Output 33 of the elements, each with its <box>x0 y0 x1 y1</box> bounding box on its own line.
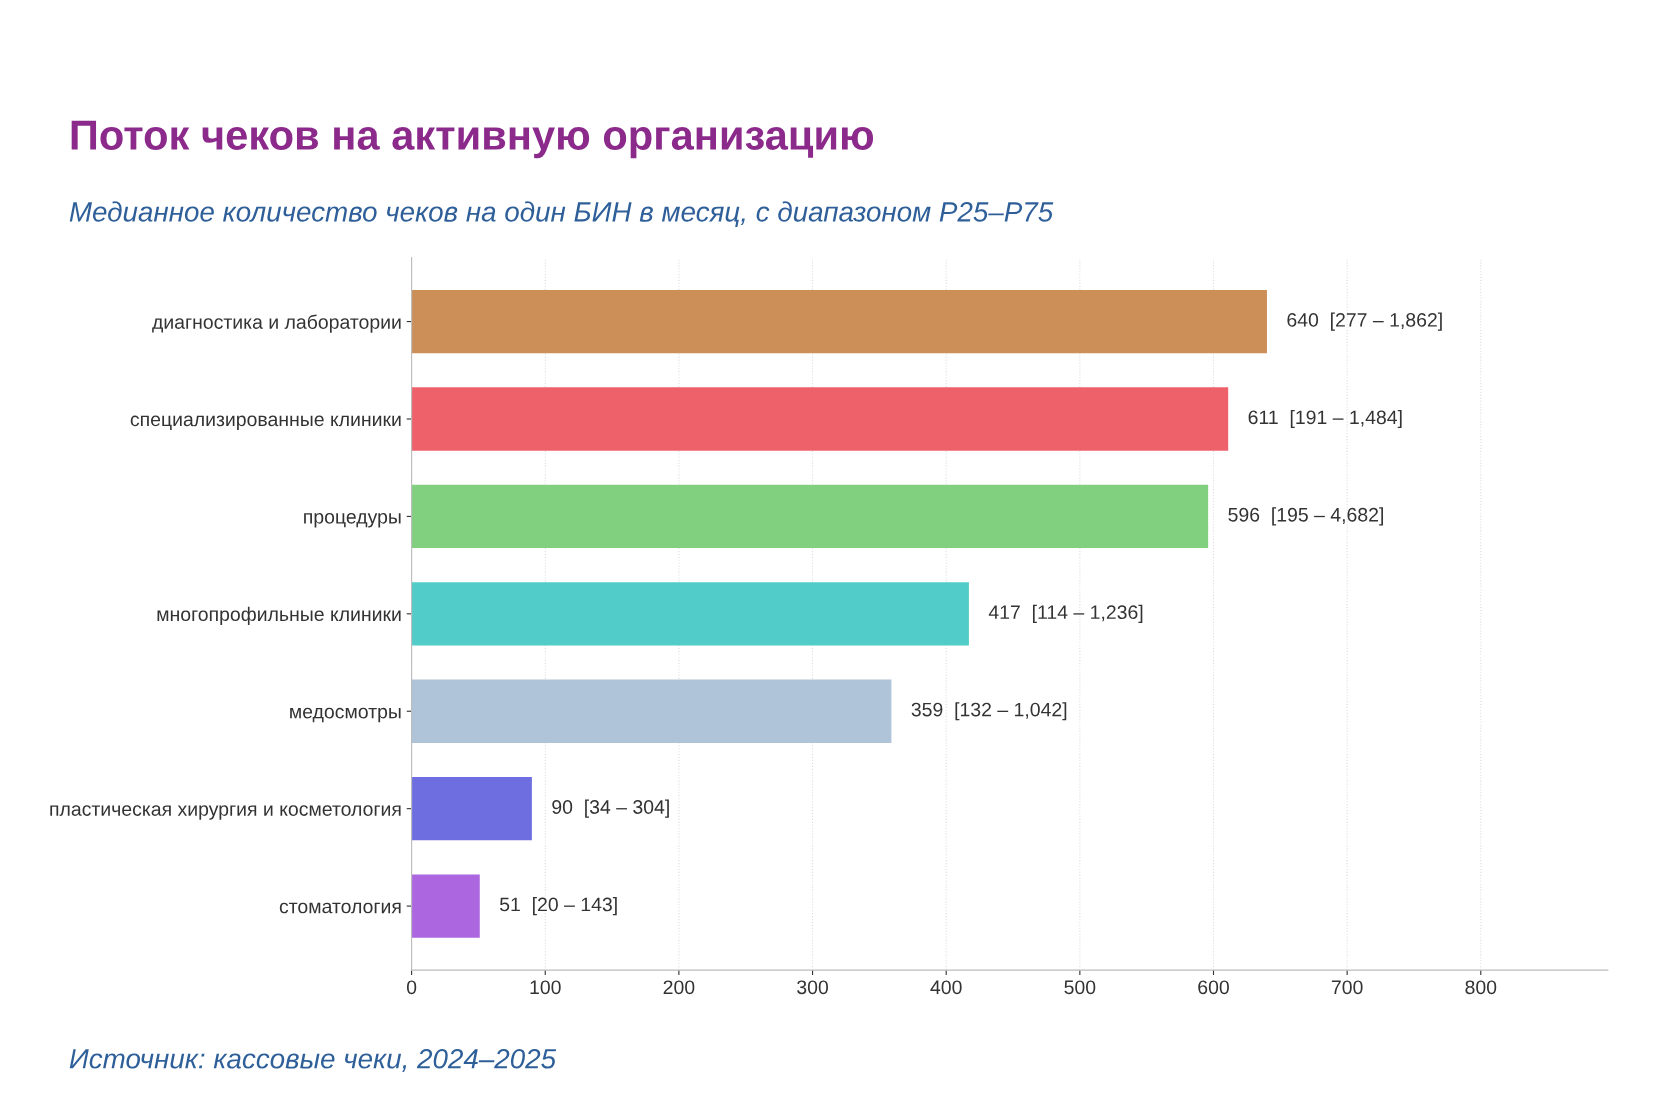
y-tick-label: диагностика и лаборатории <box>152 314 401 333</box>
text: Источник: кассовые чеки, 2024–2025 <box>69 1048 557 1072</box>
chart-subtitle: Медианное количество чеков на один БИН в месяц, с диапазоном P25–P75 <box>69 201 1054 227</box>
data-label: 359 [132 – 1,042] <box>911 702 1067 721</box>
x-tick-label: 300 <box>797 980 829 995</box>
x-tick-label: 600 <box>1198 980 1229 995</box>
data-label: 90 [34 – 304] <box>552 799 669 818</box>
x-tick-label: 700 <box>1331 980 1363 995</box>
bar <box>411 582 969 646</box>
y-tick-label: процедуры <box>304 512 401 528</box>
data-label: 596 [195 – 4,682] <box>1228 507 1383 526</box>
bar <box>411 387 1229 451</box>
x-tick-label: 800 <box>1465 980 1497 995</box>
chart-title: Поток чеков на активную организацию <box>71 120 874 159</box>
y-tick-label: специализированные клиники <box>130 415 401 431</box>
y-tick-label: многопрофильные клиники <box>157 606 401 625</box>
data-label: 640 [277 – 1,862] <box>1287 312 1442 331</box>
y-tick-label: стоматология <box>279 902 401 914</box>
data-label: 417 [114 – 1,236] <box>988 604 1143 623</box>
x-tick-label: 500 <box>1064 980 1096 995</box>
x-tick-label: 400 <box>930 980 962 995</box>
bar <box>411 777 532 841</box>
bar <box>411 874 480 938</box>
x-tick-label: 200 <box>663 980 695 995</box>
data-label: 611 [191 – 1,484] <box>1248 409 1402 429</box>
x-tick-label: 100 <box>530 980 561 995</box>
bar <box>411 484 1209 549</box>
bar <box>411 289 1267 354</box>
y-tick-label: пластическая хирургия и косметология <box>50 805 401 820</box>
data-label: 51 [20 – 143] <box>499 897 617 916</box>
x-tick-label: 0 <box>406 980 417 995</box>
y-tick-label: медосмотры <box>290 707 401 723</box>
bar <box>411 679 892 743</box>
